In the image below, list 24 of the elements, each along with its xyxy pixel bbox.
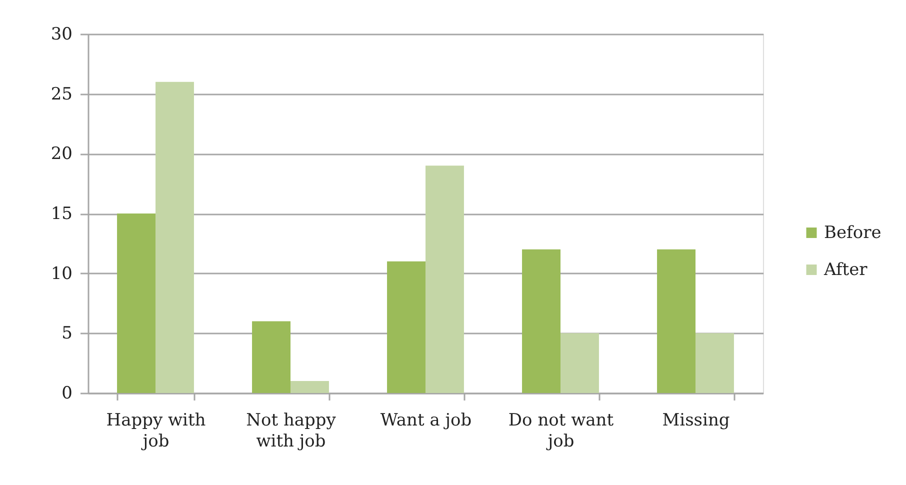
legend-label: Before [824,222,882,243]
bar [426,166,464,393]
bar [387,261,426,393]
bar [696,333,734,393]
bar [290,381,329,393]
legend-label: After [823,260,868,280]
x-tick-label: Missing [662,410,730,430]
y-tick-label: 10 [50,264,72,284]
x-tick-label: Want a job [380,410,472,430]
bar [522,249,560,393]
y-tick-label: 25 [50,84,72,104]
bar [117,214,156,393]
x-tick-label: Not happy with job [246,410,336,452]
x-tick-label: Happy with job [106,410,206,452]
bar [657,249,696,393]
y-tick-label: 20 [50,144,72,164]
bar [156,82,194,393]
bar [560,333,599,393]
y-tick-label: 0 [62,384,72,404]
y-tick-label: 5 [62,324,72,344]
y-tick-label: 15 [50,204,72,224]
y-tick-label: 30 [50,24,72,44]
x-tick-label: Do not want job [508,410,614,452]
bar [252,321,290,393]
